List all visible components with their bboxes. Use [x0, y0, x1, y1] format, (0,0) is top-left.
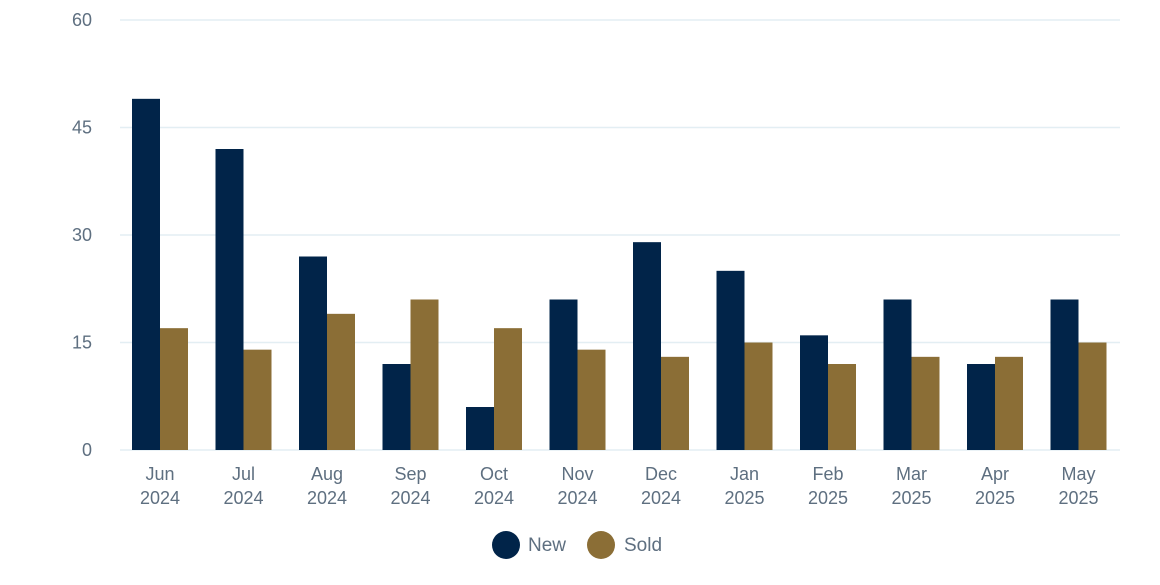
legend-label-sold: Sold	[624, 535, 662, 556]
x-tick-year: 2024	[307, 488, 347, 508]
bar-new-jun	[132, 98, 160, 450]
legend-item-sold[interactable]: Sold	[587, 531, 662, 559]
x-tick-month: Dec	[645, 464, 677, 484]
bar-new-feb	[800, 335, 828, 450]
bar-new-apr	[967, 364, 995, 450]
bar-sold-dec	[661, 356, 689, 450]
bar-new-may	[1050, 299, 1079, 450]
x-tick-month: May	[1061, 464, 1095, 484]
bar-sold-jun	[160, 328, 188, 450]
x-tick-label: May 2025	[1058, 464, 1098, 508]
x-tick-year: 2024	[641, 488, 681, 508]
x-tick-label: Mar 2025	[891, 464, 931, 508]
x-tick-label: Apr 2025	[975, 464, 1015, 508]
gridlines	[120, 19, 1120, 451]
bar-new-mar	[883, 299, 912, 450]
y-axis-ticks: 0 15 30 45 60	[72, 10, 92, 460]
bar-sold-nov	[577, 349, 606, 450]
x-tick-month: Jun	[145, 464, 174, 484]
bar-new-sep	[382, 364, 411, 450]
legend-swatch-new	[492, 531, 520, 559]
x-tick-month: Nov	[561, 464, 593, 484]
x-tick-label: Jun 2024	[140, 464, 180, 508]
x-tick-month: Feb	[812, 464, 843, 484]
bar-sold-jul	[243, 349, 272, 450]
x-tick-year: 2024	[474, 488, 514, 508]
x-tick-year: 2024	[223, 488, 263, 508]
x-tick-month: Mar	[896, 464, 927, 484]
y-tick-label: 60	[72, 10, 92, 30]
x-tick-label: Nov 2024	[557, 464, 597, 508]
x-tick-label: Aug 2024	[307, 464, 347, 508]
x-tick-label: Dec 2024	[641, 464, 681, 508]
bar-new-jul	[215, 149, 244, 450]
y-tick-label: 15	[72, 333, 92, 353]
x-tick-month: Jul	[232, 464, 255, 484]
legend-label-new: New	[528, 535, 566, 556]
bar-sold-mar	[911, 356, 940, 450]
bar-new-nov	[549, 299, 578, 450]
bar-sold-sep	[410, 299, 439, 450]
x-tick-label: Oct 2024	[474, 464, 514, 508]
y-tick-label: 45	[72, 118, 92, 138]
x-tick-year: 2025	[1058, 488, 1098, 508]
x-tick-month: Sep	[394, 464, 426, 484]
x-tick-label: Jan 2025	[724, 464, 764, 508]
x-tick-label: Jul 2024	[223, 464, 263, 508]
bar-new-aug	[299, 256, 327, 450]
legend-item-new[interactable]: New	[492, 531, 566, 559]
bar-new-dec	[633, 242, 661, 450]
x-tick-month: Apr	[981, 464, 1009, 484]
bar-sold-may	[1078, 342, 1107, 450]
y-tick-label: 0	[82, 440, 92, 460]
y-tick-label: 30	[72, 225, 92, 245]
bars	[132, 98, 1107, 450]
x-tick-label: Sep 2024	[390, 464, 430, 508]
x-tick-year: 2024	[390, 488, 430, 508]
bar-new-jan	[716, 270, 745, 450]
bar-new-oct	[466, 407, 494, 450]
bar-sold-oct	[494, 328, 522, 450]
x-tick-month: Oct	[480, 464, 508, 484]
x-tick-year: 2025	[808, 488, 848, 508]
legend-swatch-sold	[587, 531, 615, 559]
x-tick-year: 2024	[557, 488, 597, 508]
x-tick-month: Jan	[730, 464, 759, 484]
bar-sold-jan	[744, 342, 773, 450]
x-axis-ticks: Jun 2024 Jul 2024 Aug 2024 Sep 2024 Oct 2024 Nov 20…	[140, 464, 1099, 508]
x-tick-year: 2024	[140, 488, 180, 508]
x-tick-month: Aug	[311, 464, 343, 484]
bar-sold-apr	[995, 356, 1023, 450]
bar-sold-aug	[327, 313, 355, 450]
bar-sold-feb	[828, 364, 856, 450]
legend: New Sold	[492, 531, 662, 559]
x-tick-label: Feb 2025	[808, 464, 848, 508]
x-tick-year: 2025	[724, 488, 764, 508]
x-tick-year: 2025	[975, 488, 1015, 508]
x-tick-year: 2025	[891, 488, 931, 508]
